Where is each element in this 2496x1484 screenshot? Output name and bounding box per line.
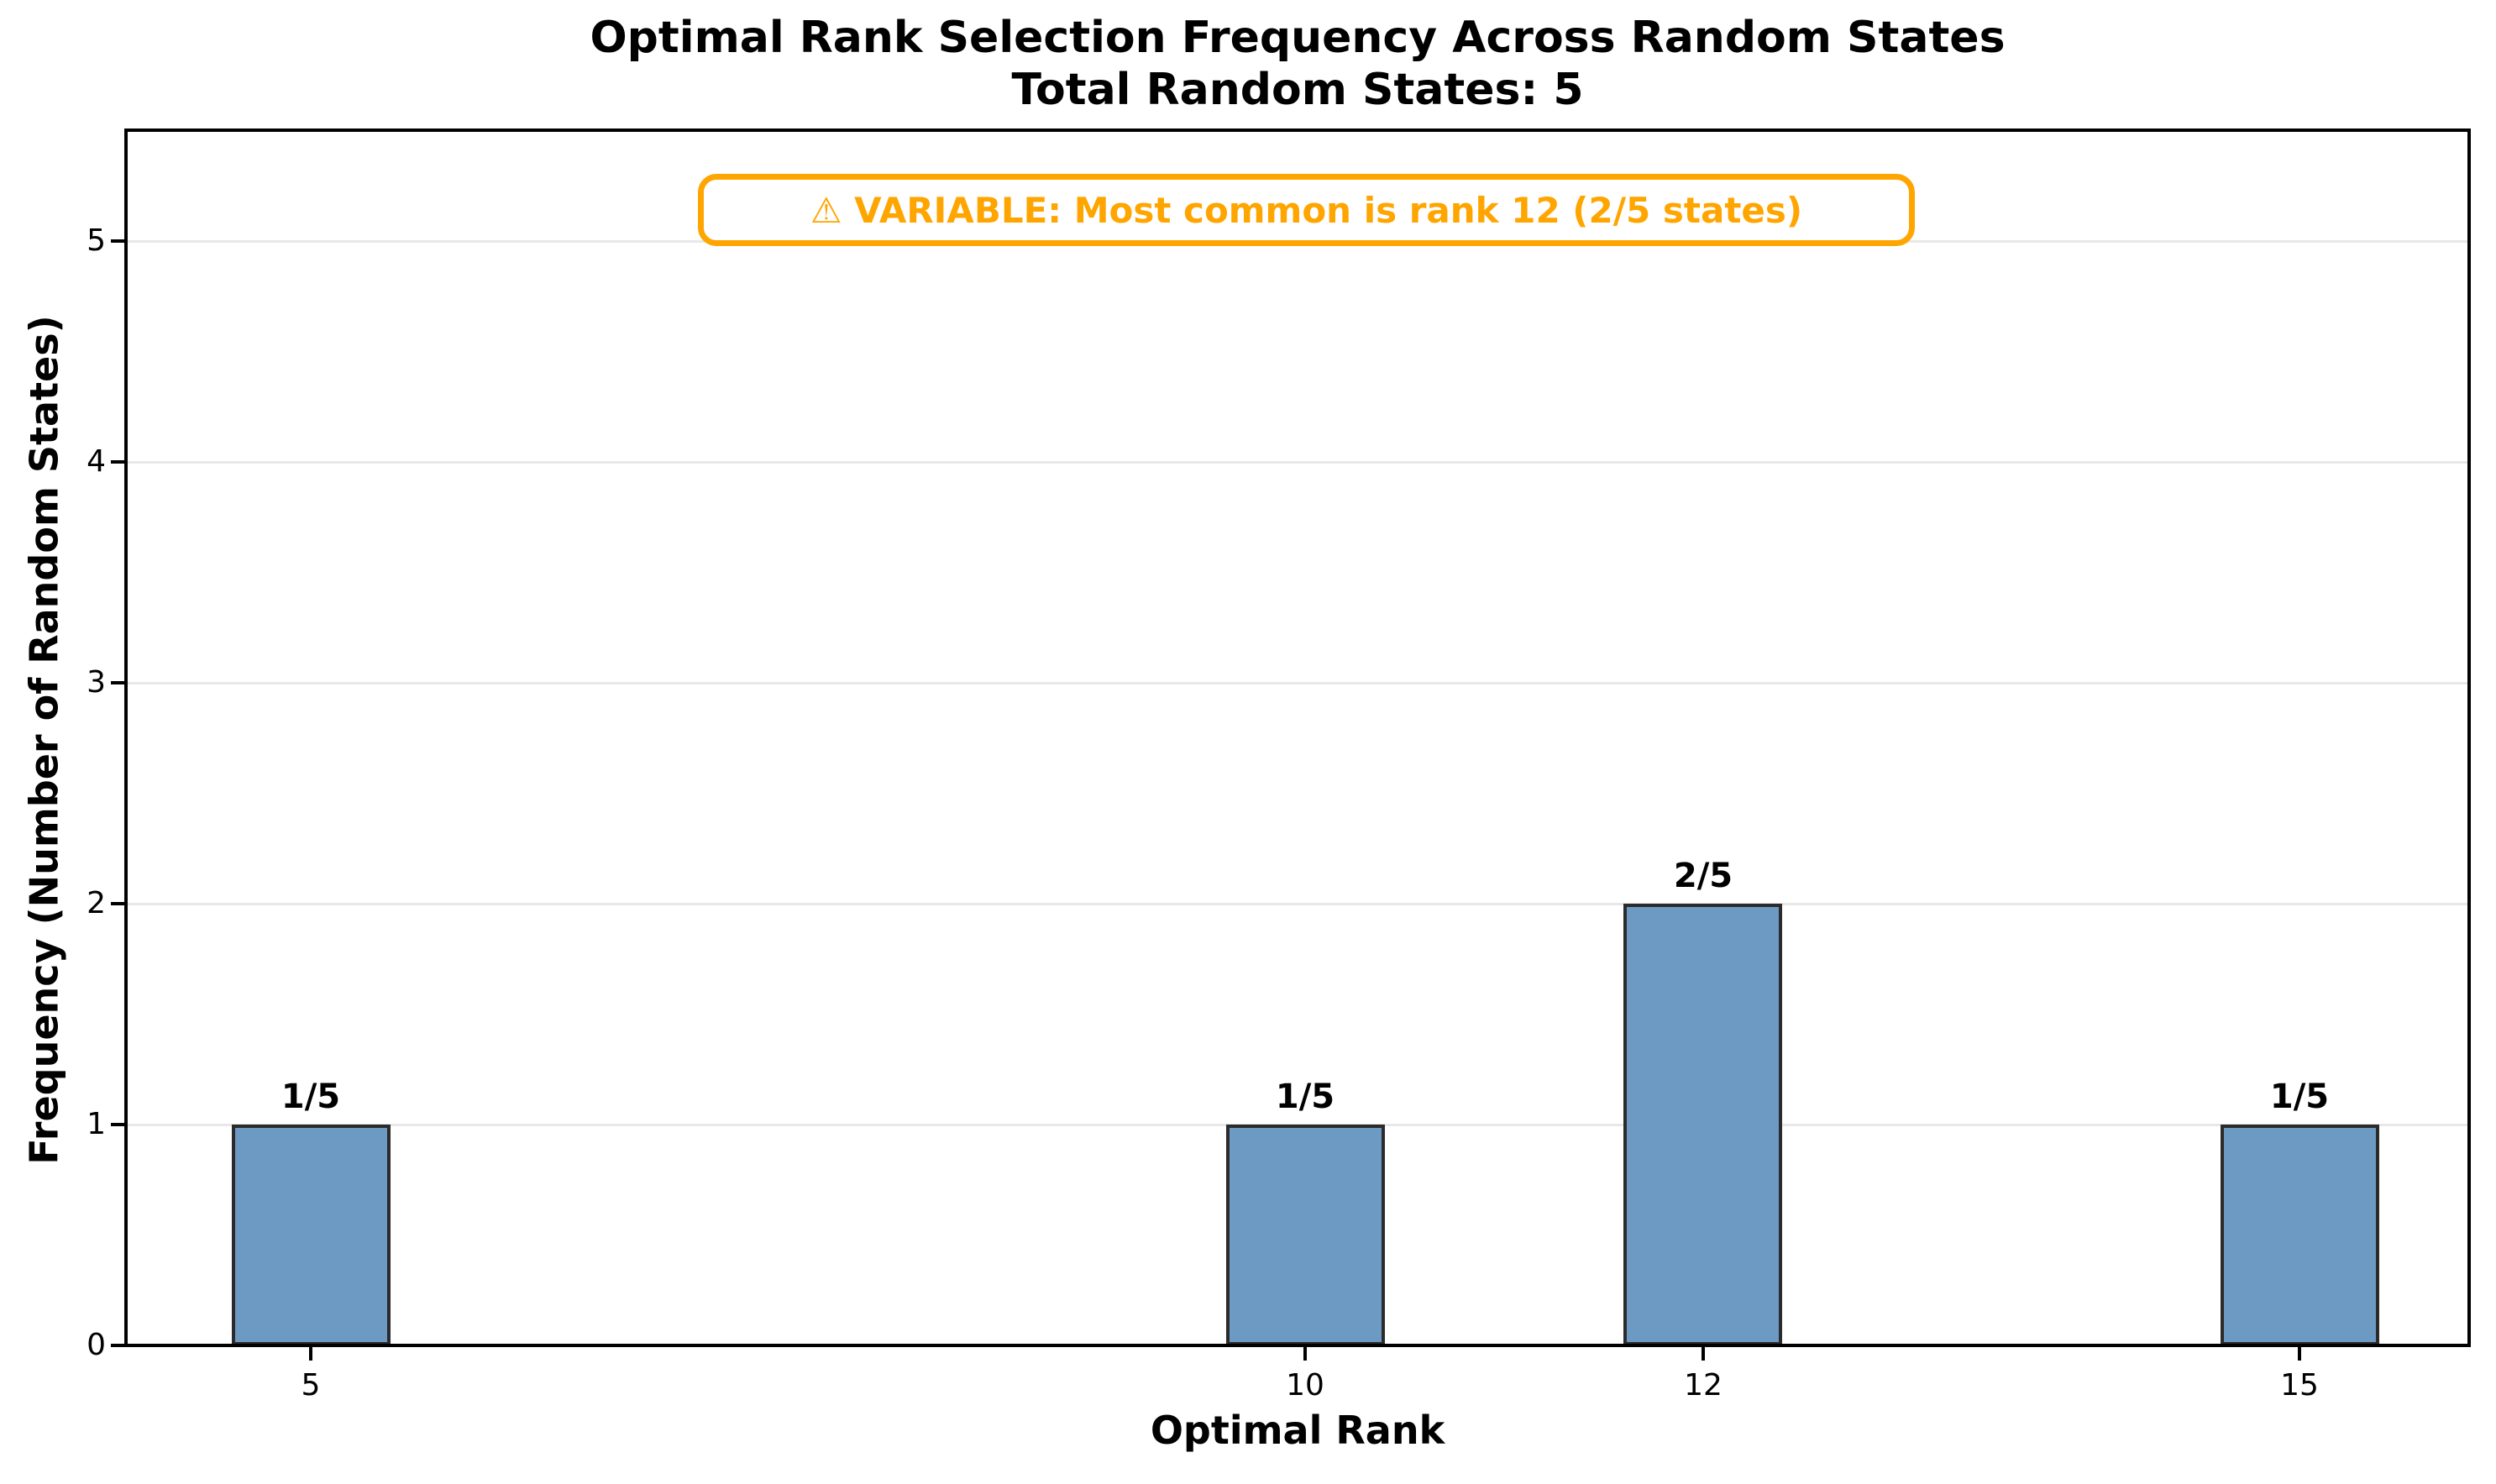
y-tick-label-0: 0 bbox=[87, 1328, 106, 1362]
bar-rank-15 bbox=[2221, 1125, 2379, 1345]
y-tick-mark-5 bbox=[111, 239, 124, 243]
bar-label-rank-10: 1/5 bbox=[1275, 1078, 1335, 1116]
x-tick-label-15: 15 bbox=[2280, 1368, 2319, 1403]
bar-label-rank-12: 2/5 bbox=[1673, 857, 1733, 895]
y-tick-label-4: 4 bbox=[87, 444, 106, 479]
bar-rank-5 bbox=[232, 1125, 391, 1345]
y-tick-label-2: 2 bbox=[87, 886, 106, 920]
bar-label-rank-5: 1/5 bbox=[281, 1078, 341, 1116]
right-spine bbox=[2467, 128, 2471, 1347]
y-tick-label-3: 3 bbox=[87, 665, 106, 700]
bottom-spine bbox=[124, 1344, 2471, 1347]
x-tick-label-12: 12 bbox=[1684, 1368, 1723, 1403]
y-axis-label: Frequency (Number of Random States) bbox=[21, 315, 67, 1165]
y-tick-mark-3 bbox=[111, 681, 124, 684]
gridline-y3 bbox=[128, 682, 2467, 684]
y-tick-mark-2 bbox=[111, 902, 124, 905]
bar-rank-12 bbox=[1623, 904, 1782, 1345]
x-tick-label-5: 5 bbox=[301, 1368, 321, 1403]
gridline-y2 bbox=[128, 903, 2467, 905]
x-tick-mark-12 bbox=[1702, 1347, 1705, 1361]
bar-label-rank-15: 1/5 bbox=[2269, 1078, 2330, 1116]
x-tick-label-10: 10 bbox=[1286, 1368, 1324, 1403]
y-tick-mark-1 bbox=[111, 1123, 124, 1126]
x-tick-mark-15 bbox=[2298, 1347, 2301, 1361]
y-tick-mark-0 bbox=[111, 1344, 124, 1347]
top-spine bbox=[124, 128, 2471, 132]
y-tick-label-1: 1 bbox=[87, 1107, 106, 1141]
gridline-y4 bbox=[128, 461, 2467, 464]
annotation-box: ⚠ VARIABLE: Most common is rank 12 (2/5 … bbox=[698, 174, 1915, 246]
x-axis-label: Optimal Rank bbox=[1150, 1408, 1445, 1453]
y-tick-label-5: 5 bbox=[87, 223, 106, 258]
annotation-text: ⚠ VARIABLE: Most common is rank 12 (2/5 … bbox=[810, 189, 1803, 231]
chart-title-block: Optimal Rank Selection Frequency Across … bbox=[126, 12, 2469, 116]
left-spine bbox=[124, 128, 128, 1347]
bar-rank-10 bbox=[1226, 1125, 1385, 1345]
chart-title: Optimal Rank Selection Frequency Across … bbox=[590, 13, 2006, 63]
y-tick-mark-4 bbox=[111, 460, 124, 464]
x-tick-mark-5 bbox=[309, 1347, 312, 1361]
x-tick-mark-10 bbox=[1303, 1347, 1307, 1361]
chart-subtitle: Total Random States: 5 bbox=[1011, 65, 1584, 115]
